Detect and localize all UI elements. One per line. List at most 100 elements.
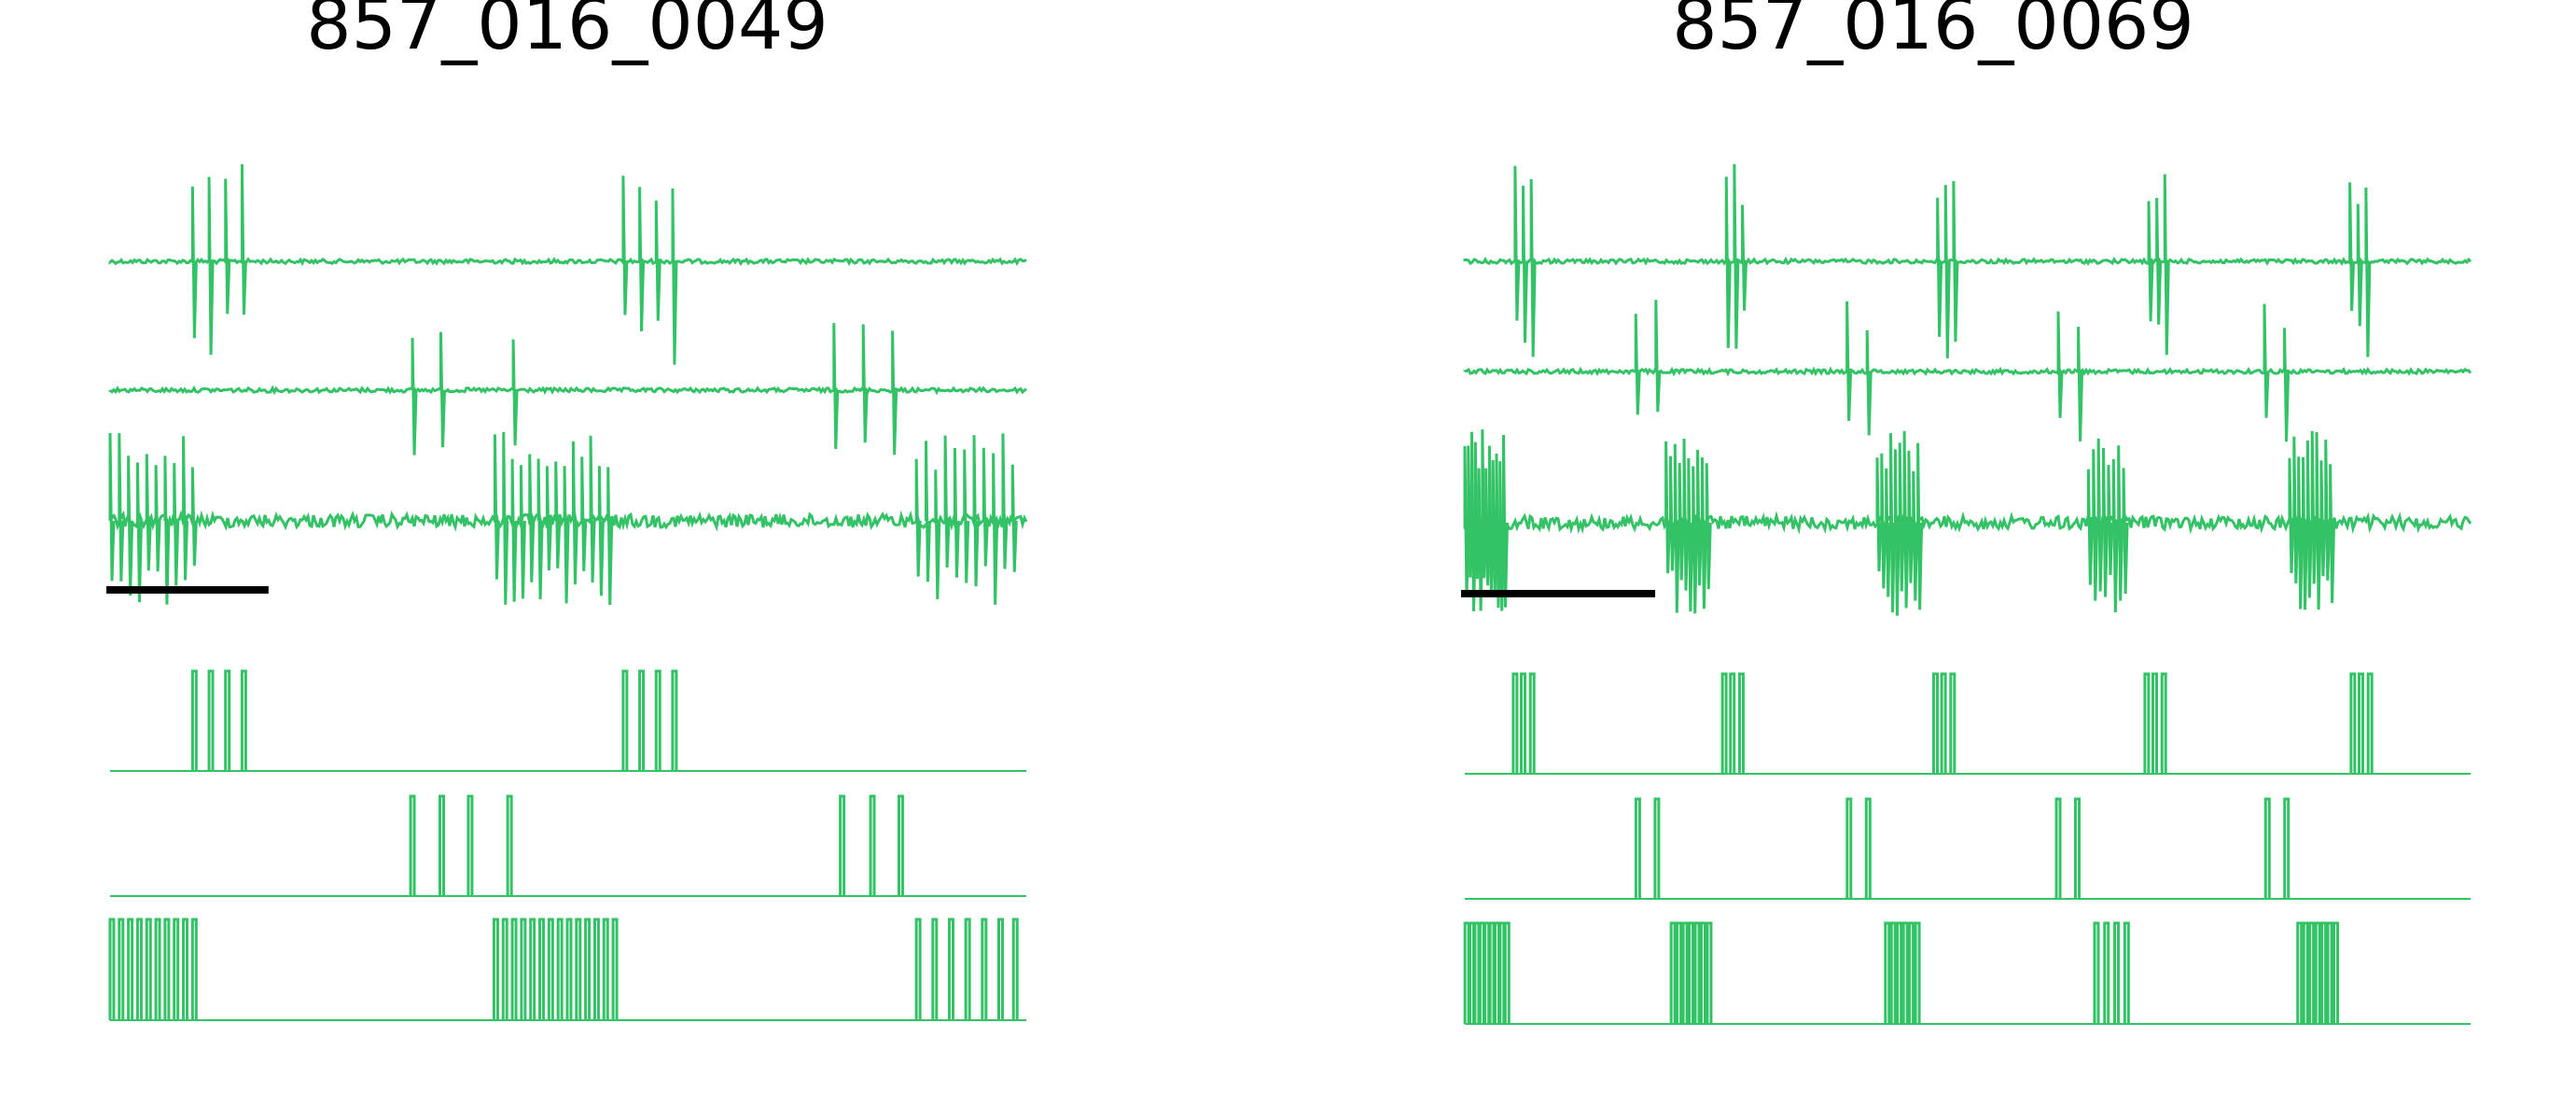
recording-spike <box>2096 438 2104 592</box>
spike-train-spike <box>1932 672 1939 774</box>
spike-train-spike <box>1463 921 1470 1024</box>
spike-train-spike <box>182 918 189 1020</box>
spike-train-spike <box>529 918 536 1020</box>
recording-spike <box>163 455 171 605</box>
recording-spike <box>1893 449 1901 616</box>
recording-spike <box>2364 187 2372 357</box>
spike-train-spike <box>163 918 171 1020</box>
recording-spike <box>2122 468 2129 595</box>
spike-train-spike <box>947 918 954 1020</box>
spike-train-spike <box>1864 797 1872 899</box>
recording-spike <box>1936 197 1943 337</box>
recording-spike <box>563 466 570 604</box>
spike-train-spike <box>2143 672 2151 774</box>
spike-train-spike <box>438 794 445 896</box>
recording-spike <box>1463 445 1470 597</box>
recording-spike <box>1664 441 1672 574</box>
spike-train-spike <box>1676 921 1683 1024</box>
spike-train-spike <box>1473 921 1481 1024</box>
panel-857-016-0069: 857_016_0069 <box>1461 0 2472 1025</box>
spike-train-spike <box>1511 672 1519 774</box>
recording-spike <box>1001 433 1009 569</box>
recording-spike <box>1634 314 1641 415</box>
spike-train-spike <box>135 918 143 1020</box>
recording-spike <box>953 448 960 578</box>
recording-spike <box>1875 457 1883 572</box>
spike-train-spike <box>1693 921 1701 1024</box>
spike-train-spike <box>506 794 513 896</box>
spike-train-spike <box>2314 921 2321 1024</box>
recording-spike <box>2348 182 2356 311</box>
spike-train-spike <box>1469 921 1476 1024</box>
recording-spike <box>1705 463 1712 590</box>
recording-spike <box>1682 438 1690 591</box>
spike-train-spike <box>1901 921 1909 1024</box>
recording-spike <box>1522 185 1529 343</box>
recording-spike <box>943 435 951 568</box>
recording-spike <box>1687 458 1694 612</box>
recording-spike <box>1700 456 1707 610</box>
spike-train-spike <box>997 918 1004 1020</box>
recording-spike <box>2147 201 2154 322</box>
spike-train-spike <box>839 794 846 896</box>
spike-train-spike <box>654 669 661 771</box>
spike-train-spike <box>547 918 554 1020</box>
spike-train-spike <box>190 918 198 1020</box>
recording-spike <box>580 456 588 571</box>
recording-spike <box>571 441 578 585</box>
recording-spike <box>1943 185 1951 358</box>
recording-spike <box>2302 456 2309 610</box>
spike-train-spike <box>510 918 518 1020</box>
recording-spike <box>2117 445 2124 601</box>
recording-spike <box>2086 469 2094 585</box>
recording-spike <box>914 458 922 577</box>
recording-spike <box>1470 431 1478 611</box>
recording-spike <box>2315 432 2322 610</box>
recording-spike <box>135 462 143 603</box>
spike-train-spike <box>611 918 619 1020</box>
recording-spike <box>1502 435 1509 608</box>
spike-train-spike <box>2054 797 2062 899</box>
spike-train-spike <box>2296 921 2304 1024</box>
recording-spike <box>554 461 562 568</box>
recording-spike <box>224 178 231 315</box>
panel-title: 857_016_0069 <box>1672 0 2194 65</box>
spike-train-spike <box>638 669 646 771</box>
recording-spike <box>502 431 509 605</box>
recording-spike <box>207 176 215 356</box>
recording-spike <box>621 175 629 315</box>
recording-spike <box>1916 442 1924 610</box>
spike-train-spike <box>1478 921 1485 1024</box>
spike-train-spike <box>1494 921 1500 1024</box>
recording-spike <box>190 467 198 567</box>
spike-train-spike <box>118 918 125 1020</box>
recording-spike <box>118 433 125 582</box>
spike-train-spike <box>240 669 247 771</box>
recording-spike <box>1529 179 1537 357</box>
recording-spike <box>1668 455 1676 571</box>
spike-train-spike <box>2332 921 2340 1024</box>
spike-train-spike <box>466 794 474 896</box>
recording-spike <box>924 441 931 582</box>
recording-spike <box>1495 453 1502 608</box>
recording-spike <box>1692 466 1699 614</box>
recording-spike <box>493 434 500 580</box>
recording-trace <box>1463 366 2472 377</box>
spike-train-spike <box>1669 921 1677 1024</box>
recording-spike <box>545 466 552 570</box>
spike-train-spike <box>145 918 152 1020</box>
recording-spike <box>589 435 596 583</box>
spike-train-spike <box>1699 921 1706 1024</box>
recording-spike <box>1487 445 1495 591</box>
recording-spike <box>2297 456 2304 610</box>
spike-train-spike <box>1688 921 1695 1024</box>
spike-train-spike <box>621 669 629 771</box>
recording-spike <box>1865 329 1873 436</box>
recording-trace <box>108 385 1027 396</box>
spike-train-spike <box>575 918 582 1020</box>
spike-train-spike <box>556 918 564 1020</box>
recording-spike <box>963 449 970 583</box>
recording-spike <box>511 339 519 446</box>
spike-train-spike <box>538 918 546 1020</box>
